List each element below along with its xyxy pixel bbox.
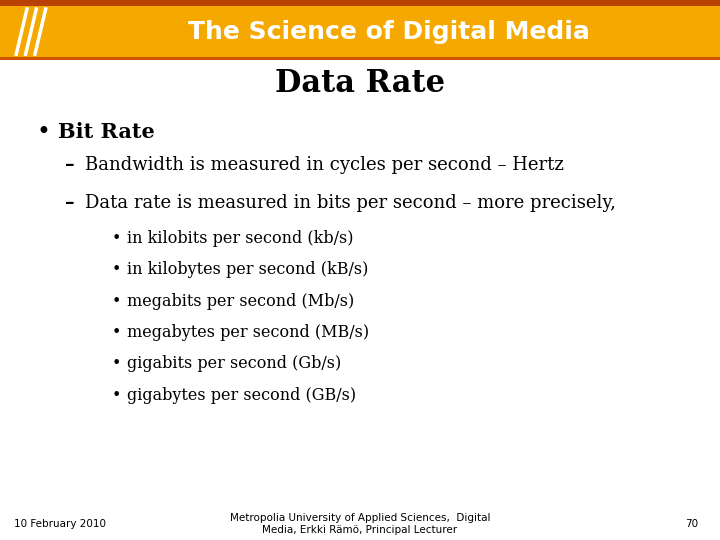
Text: –: – bbox=[65, 156, 74, 174]
Text: •: • bbox=[112, 294, 121, 309]
Text: The Science of Digital Media: The Science of Digital Media bbox=[188, 19, 590, 44]
Text: gigabits per second (Gb/s): gigabits per second (Gb/s) bbox=[127, 355, 342, 373]
Bar bbox=[0, 57, 720, 60]
Text: Bandwidth is measured in cycles per second – Hertz: Bandwidth is measured in cycles per seco… bbox=[85, 156, 564, 174]
Text: Data Rate: Data Rate bbox=[275, 68, 445, 99]
Bar bbox=[0, 0, 720, 6]
Text: 70: 70 bbox=[685, 519, 698, 529]
Text: •: • bbox=[112, 231, 121, 246]
Text: in kilobits per second (kb/s): in kilobits per second (kb/s) bbox=[127, 230, 354, 247]
Text: Metropolia University of Applied Sciences,  Digital
Media, Erkki Rämö, Principal: Metropolia University of Applied Science… bbox=[230, 513, 490, 535]
Text: Bit Rate: Bit Rate bbox=[58, 122, 154, 143]
Text: Data rate is measured in bits per second – more precisely,: Data rate is measured in bits per second… bbox=[85, 193, 616, 212]
Text: gigabytes per second (GB/s): gigabytes per second (GB/s) bbox=[127, 387, 356, 404]
Text: in kilobytes per second (kB/s): in kilobytes per second (kB/s) bbox=[127, 261, 369, 279]
Text: •: • bbox=[112, 262, 121, 278]
Text: •: • bbox=[36, 120, 50, 144]
Text: megabits per second (Mb/s): megabits per second (Mb/s) bbox=[127, 293, 355, 310]
Text: megabytes per second (MB/s): megabytes per second (MB/s) bbox=[127, 324, 369, 341]
Text: 10 February 2010: 10 February 2010 bbox=[14, 519, 107, 529]
Text: –: – bbox=[65, 193, 74, 212]
Bar bbox=[0, 6, 720, 57]
Text: •: • bbox=[112, 356, 121, 372]
Text: •: • bbox=[112, 388, 121, 403]
Text: •: • bbox=[112, 325, 121, 340]
